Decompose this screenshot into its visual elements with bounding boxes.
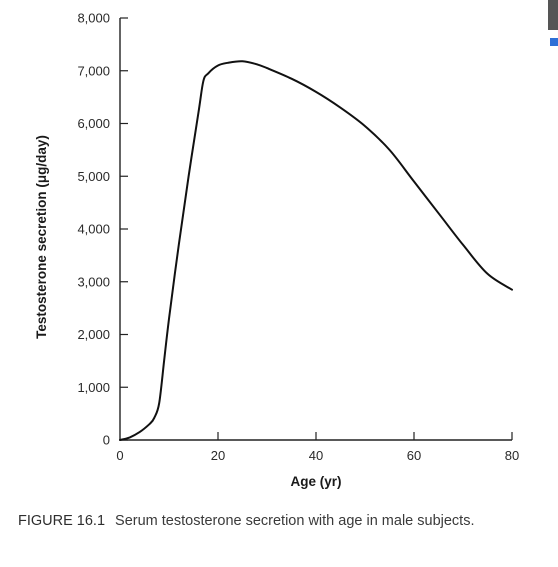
figure-label: FIGURE 16.1 bbox=[18, 513, 106, 529]
y-tick-label: 0 bbox=[103, 433, 110, 448]
figure-caption: FIGURE 16.1 Serum testosterone secretion … bbox=[18, 512, 538, 531]
y-tick-label: 3,000 bbox=[77, 274, 110, 289]
series-line bbox=[119, 60, 513, 441]
x-tick-label: 20 bbox=[211, 448, 225, 463]
y-tick-label: 6,000 bbox=[77, 116, 110, 131]
page-corner-accent bbox=[550, 38, 558, 46]
x-tick-label: 40 bbox=[309, 448, 323, 463]
x-axis-title: Age (yr) bbox=[290, 474, 341, 489]
x-tick-label: 0 bbox=[116, 448, 123, 463]
figure-caption-text: Serum testosterone secretion with age in… bbox=[115, 513, 475, 529]
y-axis: 0 1,000 2,000 3,000 4,000 5,000 6,000 7,000 8,00… bbox=[77, 11, 128, 448]
y-tick-label: 4,000 bbox=[77, 222, 110, 237]
y-tick-label: 2,000 bbox=[77, 327, 110, 342]
y-tick-label: 7,000 bbox=[77, 63, 110, 78]
y-tick-label: 5,000 bbox=[77, 169, 110, 184]
y-tick-label: 8,000 bbox=[77, 11, 110, 26]
x-tick-label: 80 bbox=[505, 448, 519, 463]
y-tick-label: 1,000 bbox=[77, 380, 110, 395]
series-layer bbox=[119, 60, 513, 441]
page-corner-mark bbox=[548, 0, 558, 30]
x-tick-label: 60 bbox=[407, 448, 421, 463]
line-chart: 0 1,000 2,000 3,000 4,000 5,000 6,000 7,000 8,00… bbox=[34, 11, 519, 490]
x-axis: 0 20 40 60 80 bbox=[116, 432, 519, 463]
y-axis-title: Testosterone secretion (μg/day) bbox=[34, 135, 49, 339]
